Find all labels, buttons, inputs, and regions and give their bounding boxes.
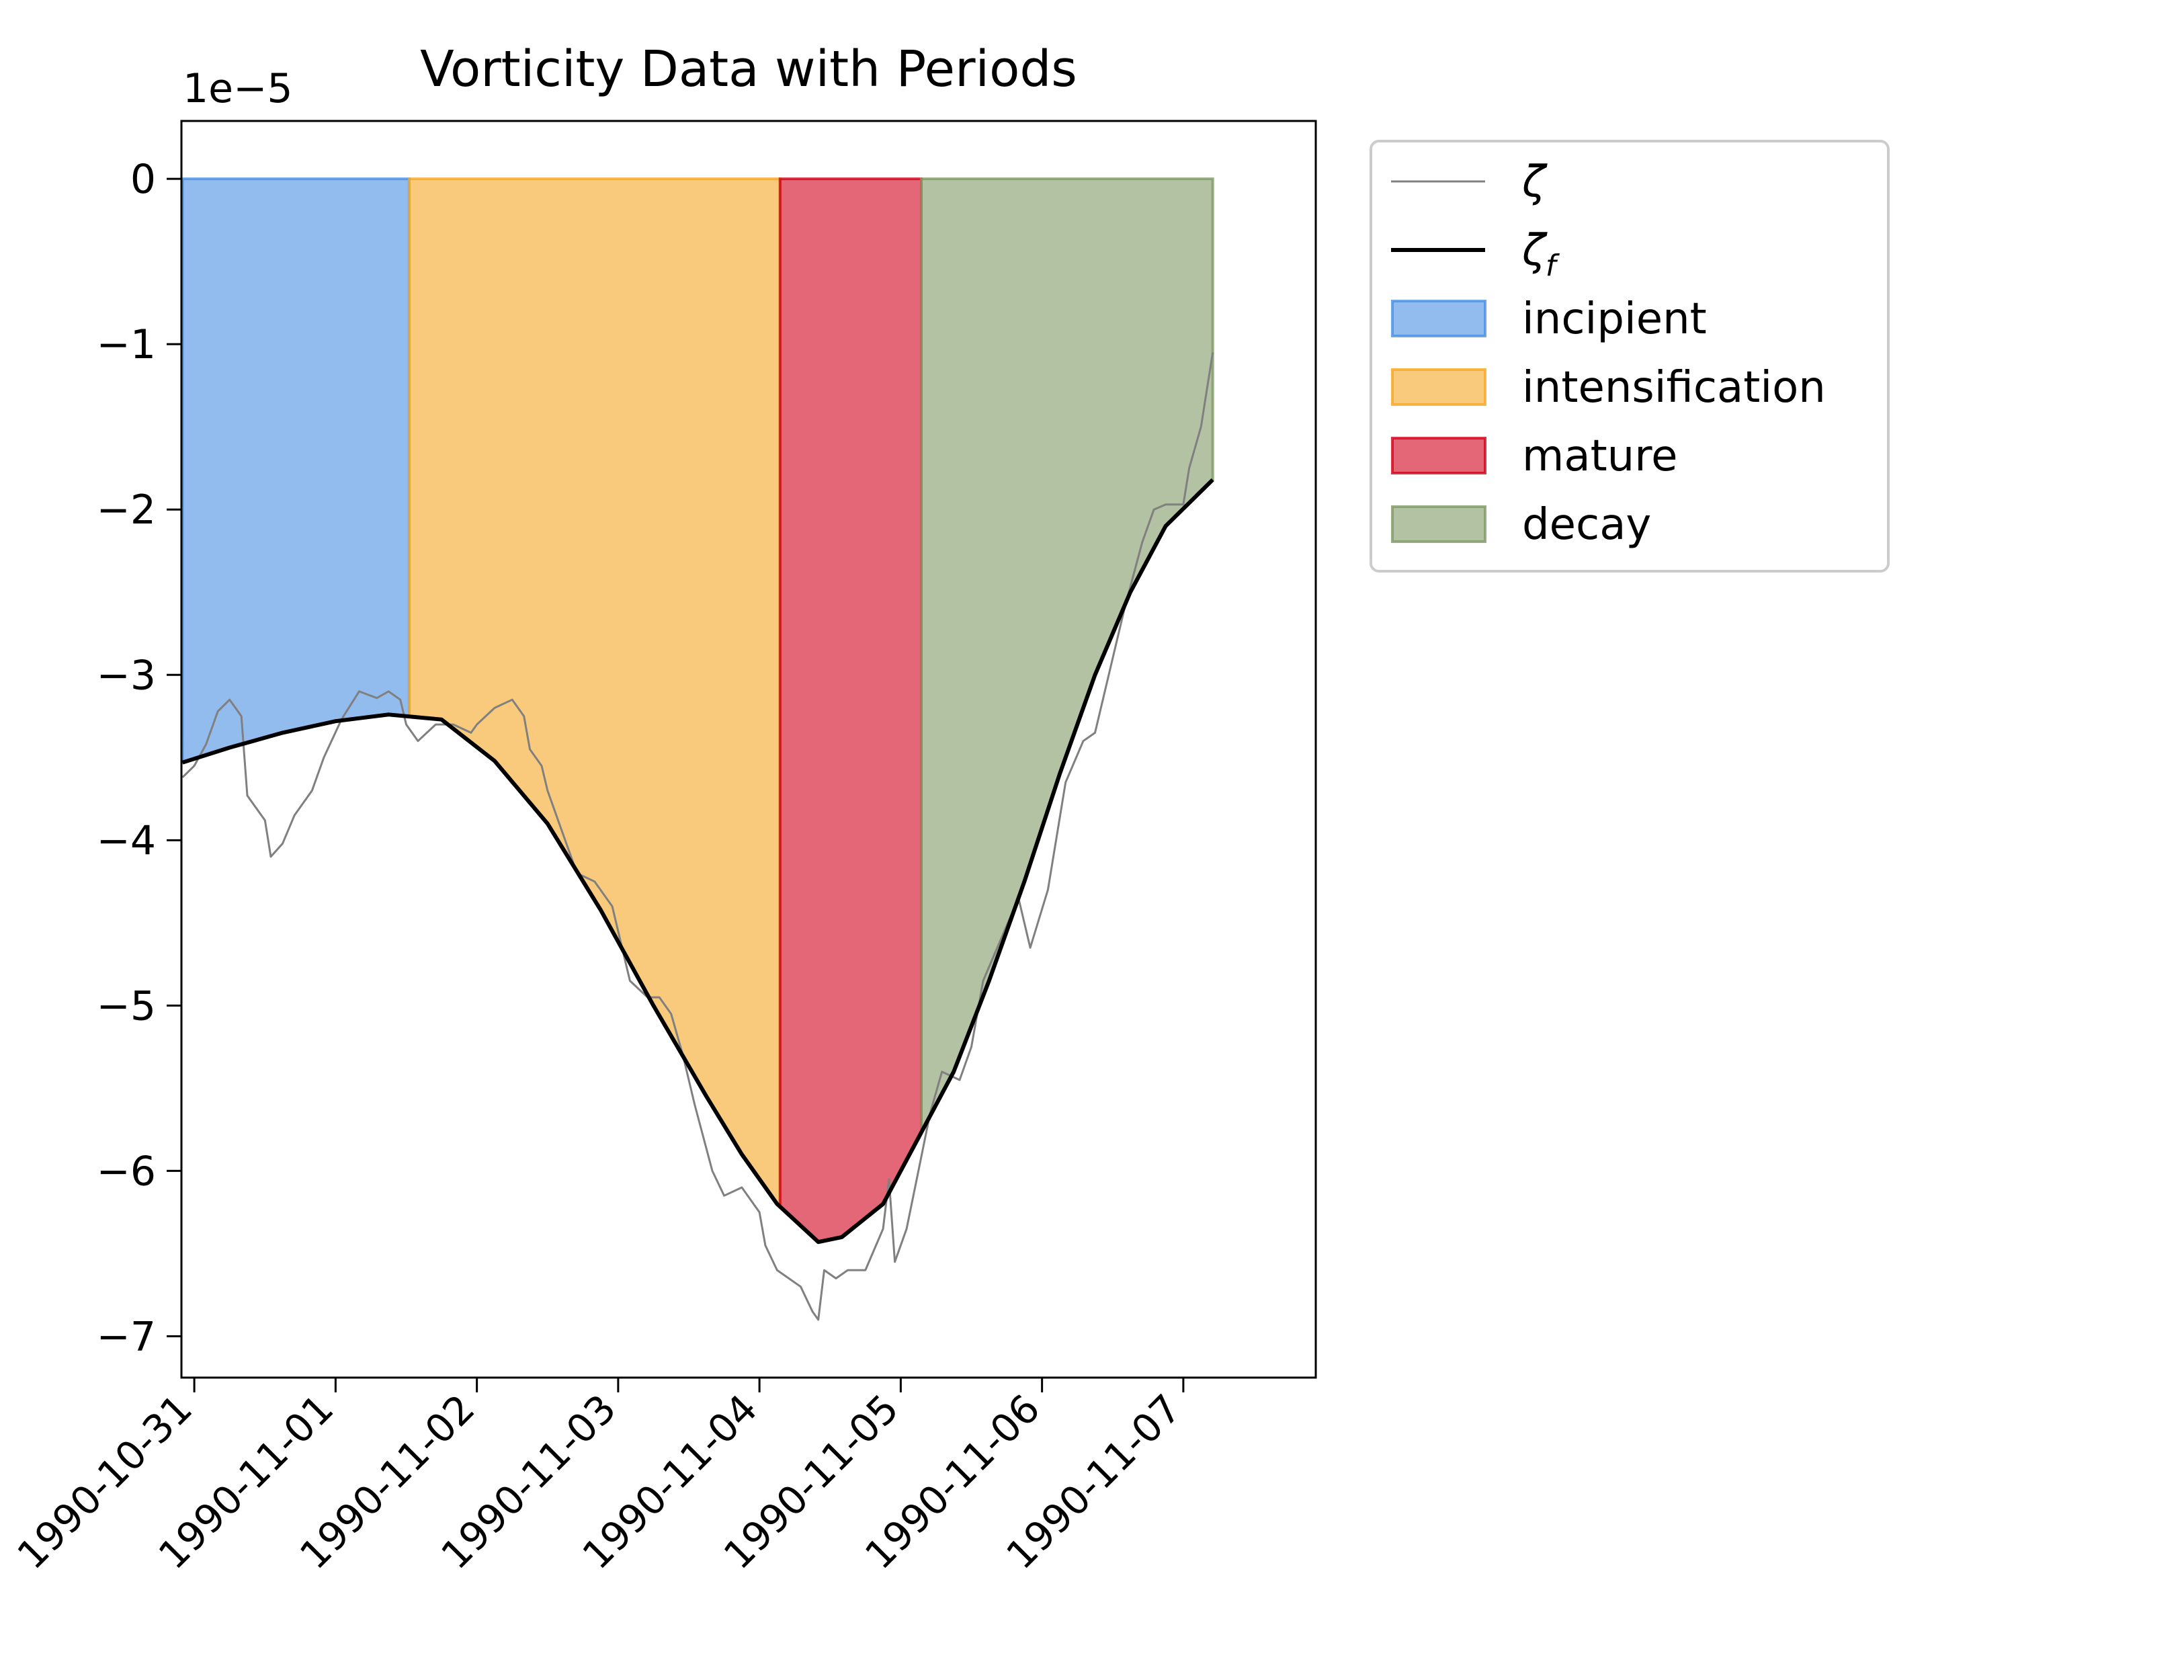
y-axis-ticks: 0 −1 −2 −3 −4 −5 −6 −7 bbox=[97, 156, 181, 1360]
y-tick-label: −2 bbox=[97, 487, 156, 534]
legend-swatch-patch bbox=[1391, 505, 1486, 543]
legend-label: ζ bbox=[1521, 157, 1548, 207]
y-tick-label: −1 bbox=[97, 321, 156, 368]
legend-label: ζf bbox=[1521, 226, 1560, 283]
legend-swatch-patch bbox=[1391, 368, 1486, 406]
series-line-zeta-f bbox=[181, 478, 1214, 1245]
axes-frame bbox=[180, 120, 1317, 1379]
y-tick-label: 0 bbox=[130, 156, 156, 203]
legend-swatch-patch bbox=[1391, 437, 1486, 474]
y-offset-label: 1e−5 bbox=[183, 65, 293, 112]
legend-label: incipient bbox=[1522, 294, 1707, 344]
legend-swatch-patch bbox=[1391, 300, 1486, 337]
period-fills bbox=[181, 177, 1214, 1243]
legend-label-text: decay bbox=[1522, 500, 1651, 550]
period-fill-mature bbox=[778, 177, 923, 1243]
legend-label: decay bbox=[1522, 500, 1651, 550]
series-line-zeta bbox=[181, 352, 1214, 1321]
series-lines bbox=[181, 352, 1214, 1321]
x-axis-ticks: 1990-10-311990-11-011990-11-021990-11-03… bbox=[9, 1378, 1190, 1578]
legend-label: mature bbox=[1522, 431, 1678, 481]
legend-label-text: ζ bbox=[1521, 157, 1548, 207]
legend-label-text: mature bbox=[1522, 431, 1678, 481]
legend-label-text: ζ bbox=[1521, 226, 1548, 276]
chart-title: Vorticity Data with Periods bbox=[420, 40, 1077, 98]
legend-box bbox=[1370, 140, 1890, 573]
legend-label: intensification bbox=[1522, 363, 1826, 413]
period-fill-incipient bbox=[181, 177, 411, 765]
period-fill-intensification bbox=[407, 177, 782, 1211]
y-tick-label: −4 bbox=[97, 817, 156, 864]
y-tick-label: −6 bbox=[97, 1148, 156, 1195]
legend-label-text: intensification bbox=[1522, 363, 1826, 413]
legend-label-text: incipient bbox=[1522, 294, 1707, 344]
y-tick-label: −3 bbox=[97, 652, 156, 699]
period-fill-decay bbox=[920, 177, 1214, 1133]
y-tick-label: −5 bbox=[97, 982, 156, 1030]
y-tick-label: −7 bbox=[97, 1313, 156, 1360]
